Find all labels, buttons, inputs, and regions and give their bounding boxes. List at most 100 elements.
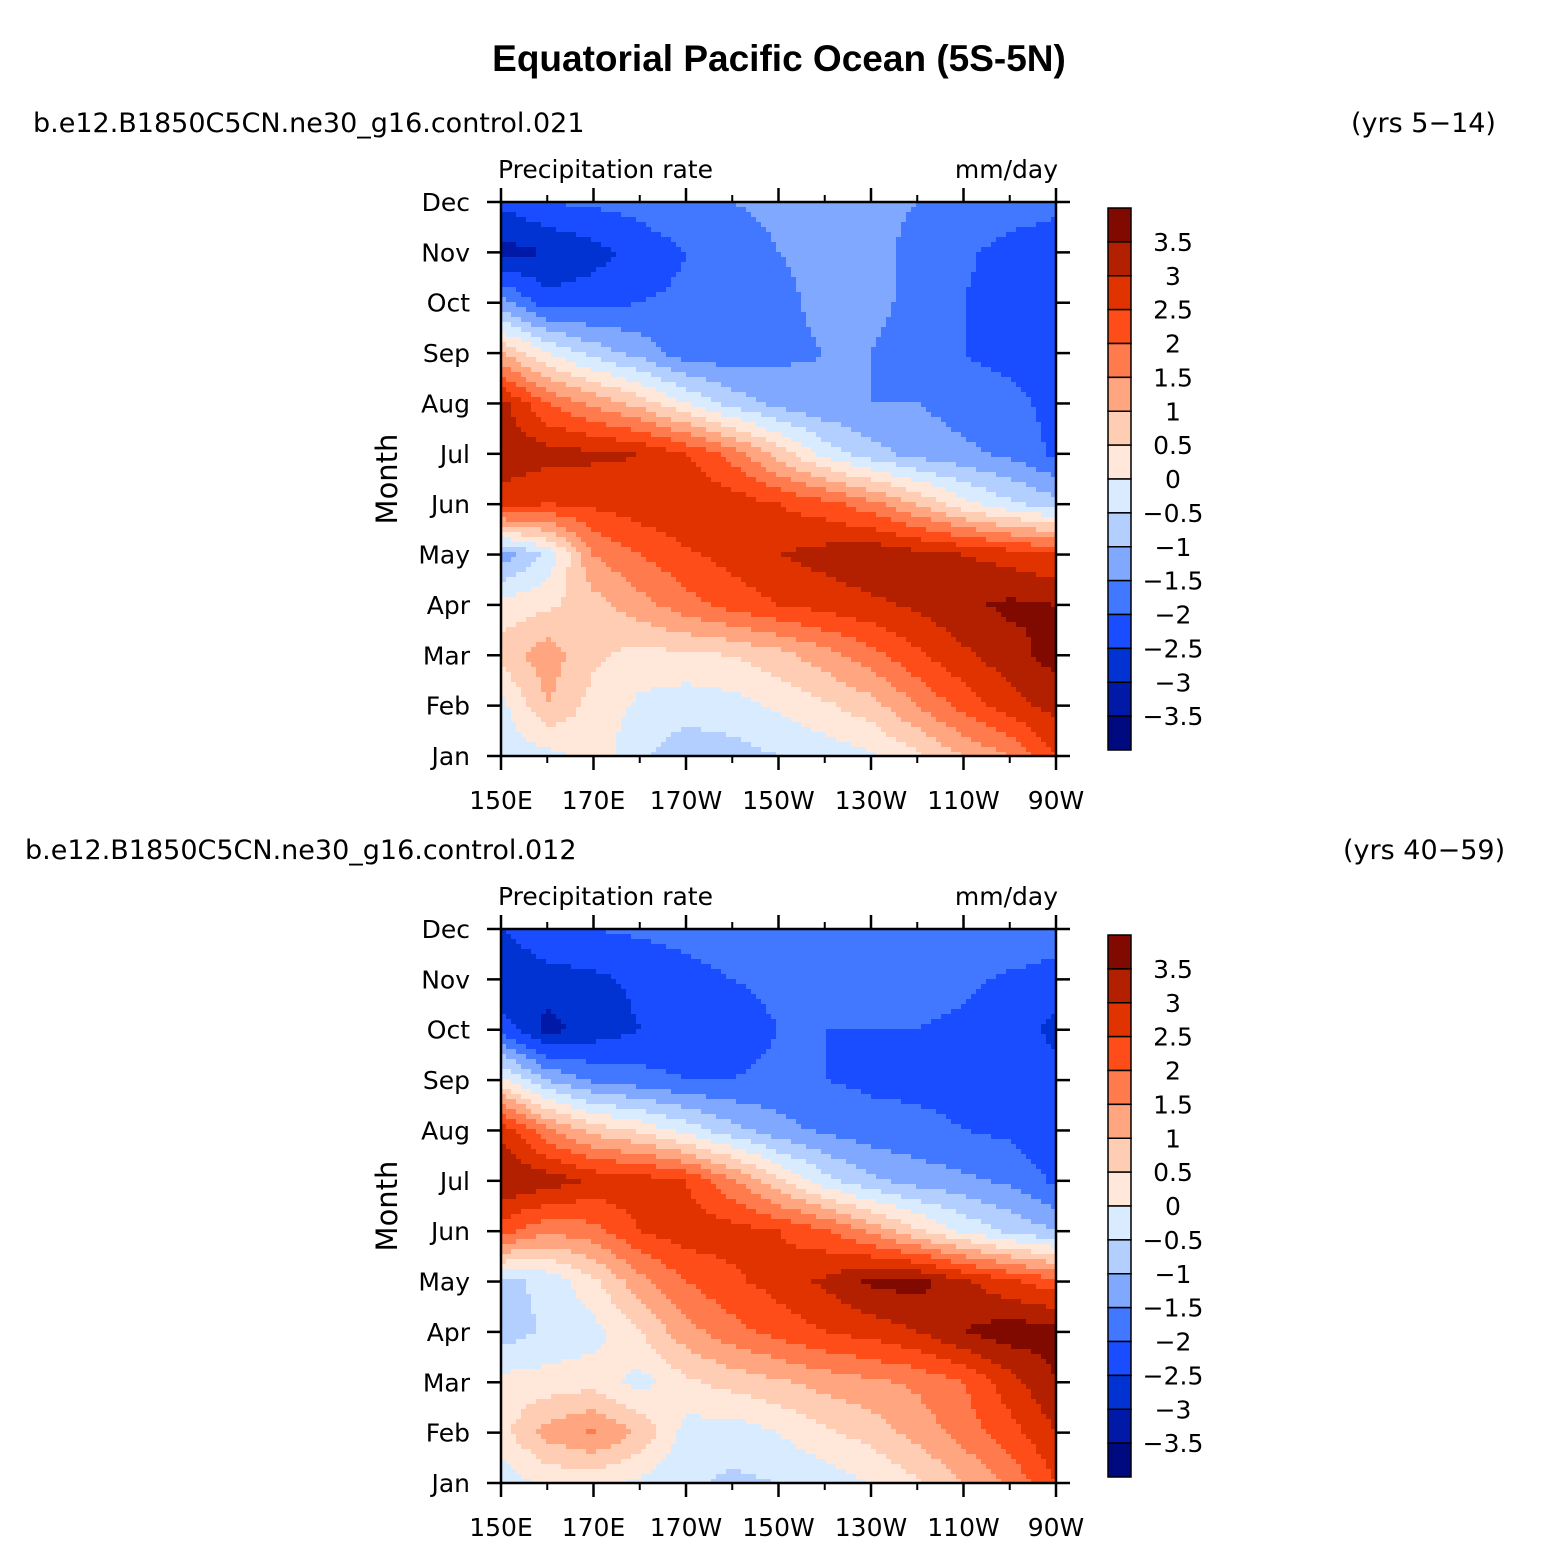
- contour-cell: [1031, 407, 1037, 413]
- contour-cell: [641, 232, 647, 238]
- contour-cell: [906, 372, 912, 378]
- contour-cell: [956, 412, 962, 418]
- contour-cell: [946, 242, 952, 248]
- contour-cell: [596, 392, 602, 398]
- contour-cell: [946, 357, 952, 363]
- contour-cell: [941, 347, 947, 353]
- contour-cell: [951, 267, 957, 273]
- contour-cell: [1006, 232, 1012, 238]
- contour-cell: [531, 322, 537, 328]
- contour-cell: [976, 362, 982, 368]
- contour-cell: [1046, 222, 1052, 228]
- contour-cell: [701, 412, 707, 418]
- contour-cell: [986, 332, 992, 338]
- contour-cell: [1041, 212, 1047, 218]
- contour-cell: [1011, 257, 1017, 263]
- contour-cell: [531, 387, 537, 393]
- contour-cell: [676, 292, 682, 298]
- contour-cell: [611, 342, 617, 348]
- contour-cell: [996, 257, 1002, 263]
- contour-cell: [986, 217, 992, 223]
- contour-cell: [616, 387, 622, 393]
- contour-cell: [616, 357, 622, 363]
- contour-cell: [691, 212, 697, 218]
- contour-cell: [636, 277, 642, 283]
- contour-cell: [861, 352, 867, 358]
- contour-cell: [831, 342, 837, 348]
- contour-cell: [526, 257, 532, 263]
- contour-cell: [601, 267, 607, 273]
- contour-cell: [876, 322, 882, 328]
- contour-cell: [511, 222, 517, 228]
- contour-cell: [621, 302, 627, 308]
- contour-cell: [686, 247, 692, 253]
- contour-cell: [701, 227, 707, 233]
- contour-cell: [696, 357, 702, 363]
- contour-cell: [716, 347, 722, 353]
- contour-cell: [576, 347, 582, 353]
- contour-cell: [556, 312, 562, 318]
- contour-cell: [891, 417, 897, 423]
- contour-cell: [991, 417, 997, 423]
- contour-cell: [501, 402, 507, 408]
- contour-cell: [986, 387, 992, 393]
- contour-cell: [1041, 417, 1047, 423]
- contour-cell: [846, 422, 852, 428]
- contour-cell: [696, 252, 702, 258]
- contour-cell: [571, 382, 577, 388]
- contour-cell: [661, 377, 667, 383]
- contour-cell: [1006, 272, 1012, 278]
- contour-cell: [986, 207, 992, 213]
- contour-cell: [866, 362, 872, 368]
- contour-cell: [746, 327, 752, 333]
- contour-cell: [951, 202, 957, 208]
- contour-cell: [1041, 262, 1047, 268]
- contour-cell: [696, 367, 702, 373]
- contour-cell: [946, 212, 952, 218]
- contour-cell: [606, 407, 612, 413]
- contour-cell: [786, 282, 792, 288]
- contour-cell: [601, 397, 607, 403]
- contour-cell: [656, 247, 662, 253]
- contour-cell: [711, 412, 717, 418]
- contour-cell: [921, 267, 927, 273]
- contour-cell: [791, 272, 797, 278]
- contour-cell: [631, 317, 637, 323]
- contour-cell: [1051, 382, 1056, 388]
- contour-cell: [771, 342, 777, 348]
- contour-cell: [856, 272, 862, 278]
- contour-cell: [686, 392, 692, 398]
- contour-cell: [676, 402, 682, 408]
- contour-cell: [846, 217, 852, 223]
- contour-cell: [871, 392, 877, 398]
- contour-cell: [536, 287, 542, 293]
- contour-cell: [621, 297, 627, 303]
- contour-cell: [691, 312, 697, 318]
- contour-cell: [876, 252, 882, 258]
- contour-cell: [746, 237, 752, 243]
- contour-cell: [886, 412, 892, 418]
- contour-cell: [626, 302, 632, 308]
- contour-cell: [886, 222, 892, 228]
- contour-cell: [1016, 332, 1022, 338]
- contour-cell: [946, 317, 952, 323]
- contour-cell: [876, 202, 882, 208]
- contour-cell: [871, 412, 877, 418]
- contour-cell: [511, 287, 517, 293]
- contour-cell: [676, 212, 682, 218]
- contour-cell: [581, 377, 587, 383]
- contour-cell: [866, 257, 872, 263]
- contour-cell: [576, 342, 582, 348]
- contour-cell: [691, 337, 697, 343]
- contour-cell: [716, 312, 722, 318]
- contour-cell: [636, 392, 642, 398]
- contour-cell: [861, 332, 867, 338]
- contour-cell: [666, 317, 672, 323]
- contour-cell: [951, 257, 957, 263]
- contour-cell: [751, 247, 757, 253]
- contour-cell: [966, 397, 972, 403]
- contour-cell: [711, 272, 717, 278]
- contour-cell: [981, 367, 987, 373]
- contour-cell: [566, 212, 572, 218]
- contour-cell: [711, 372, 717, 378]
